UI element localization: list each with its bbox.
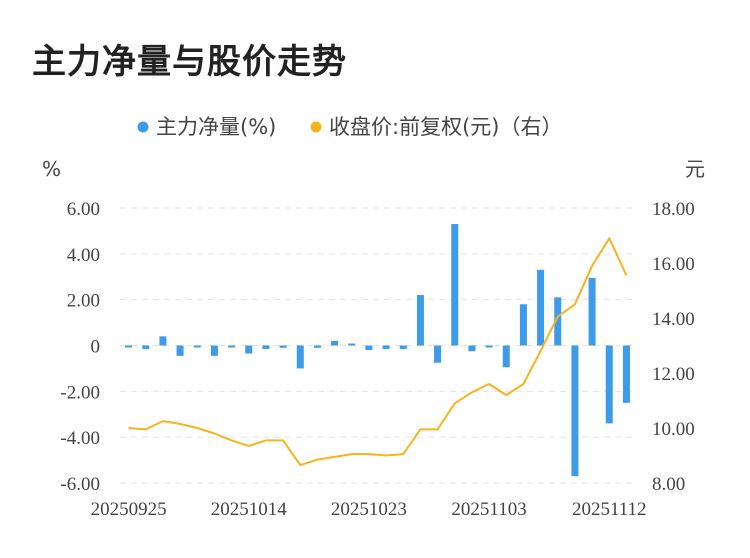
x-tick-label: 20250925 (91, 499, 167, 520)
left-axis-unit: % (42, 157, 61, 181)
bar (468, 345, 476, 352)
right-tick-label: 10.00 (652, 419, 695, 440)
right-tick-label: 16.00 (652, 254, 695, 275)
bar (176, 345, 184, 356)
bar (193, 345, 201, 348)
legend-marker-1 (310, 121, 322, 133)
bar (279, 345, 287, 348)
bar (262, 345, 270, 349)
bar (451, 224, 459, 346)
right-tick-label: 18.00 (652, 199, 695, 220)
net-volume-bars (125, 224, 630, 477)
left-tick-label: -6.00 (60, 474, 100, 495)
x-tick-label: 20251112 (572, 499, 647, 520)
chart-title: 主力净量与股价走势 (32, 42, 347, 82)
left-tick-label: -4.00 (60, 428, 100, 449)
price-line (128, 237, 628, 467)
bar (605, 345, 613, 424)
bar (125, 345, 133, 348)
left-tick-label: 6.00 (67, 199, 100, 220)
close-price-line (128, 237, 628, 467)
x-axis-ticks: 20250925 20251014 20251023 20251103 20251112 (91, 499, 647, 520)
x-tick-label: 20251103 (451, 499, 526, 520)
bar (142, 345, 150, 349)
bar (159, 336, 167, 346)
bar (554, 297, 562, 346)
gridlines (120, 207, 635, 484)
left-tick-label: -2.00 (60, 382, 100, 403)
bar (365, 345, 373, 351)
bar (228, 345, 236, 348)
bar (210, 345, 218, 356)
bar (519, 304, 527, 346)
right-tick-label: 14.00 (652, 309, 695, 330)
bar (313, 345, 321, 348)
bar (382, 345, 390, 349)
legend: 主力净量(%) 收盘价:前复权(元)（右） (137, 115, 562, 139)
right-tick-label: 8.00 (652, 474, 685, 495)
bar (331, 340, 339, 346)
legend-marker-0 (137, 121, 149, 133)
bar (537, 269, 545, 346)
x-tick-label: 20251023 (331, 499, 407, 520)
bar (416, 295, 424, 346)
left-tick-label: 2.00 (67, 291, 100, 312)
right-tick-label: 12.00 (652, 364, 695, 385)
right-axis-ticks: 18.00 16.00 14.00 12.00 10.00 8.00 (652, 199, 695, 495)
bar (588, 277, 596, 346)
bar (245, 345, 253, 354)
bar (502, 345, 510, 368)
legend-label-0: 主力净量(%) (156, 115, 276, 139)
legend-label-1: 收盘价:前复权(元)（右） (329, 115, 562, 139)
bar (622, 345, 630, 403)
bar (399, 345, 407, 349)
bar (434, 345, 442, 363)
bar (571, 345, 579, 477)
left-tick-label: 4.00 (67, 245, 100, 266)
right-axis-unit: 元 (685, 157, 705, 181)
left-tick-label: 0 (91, 337, 101, 358)
left-axis-ticks: 6.00 4.00 2.00 0 -2.00 -4.00 -6.00 (60, 199, 100, 495)
bar (348, 343, 356, 346)
bar (296, 345, 304, 369)
bar (485, 345, 493, 348)
x-tick-label: 20251014 (211, 499, 288, 520)
